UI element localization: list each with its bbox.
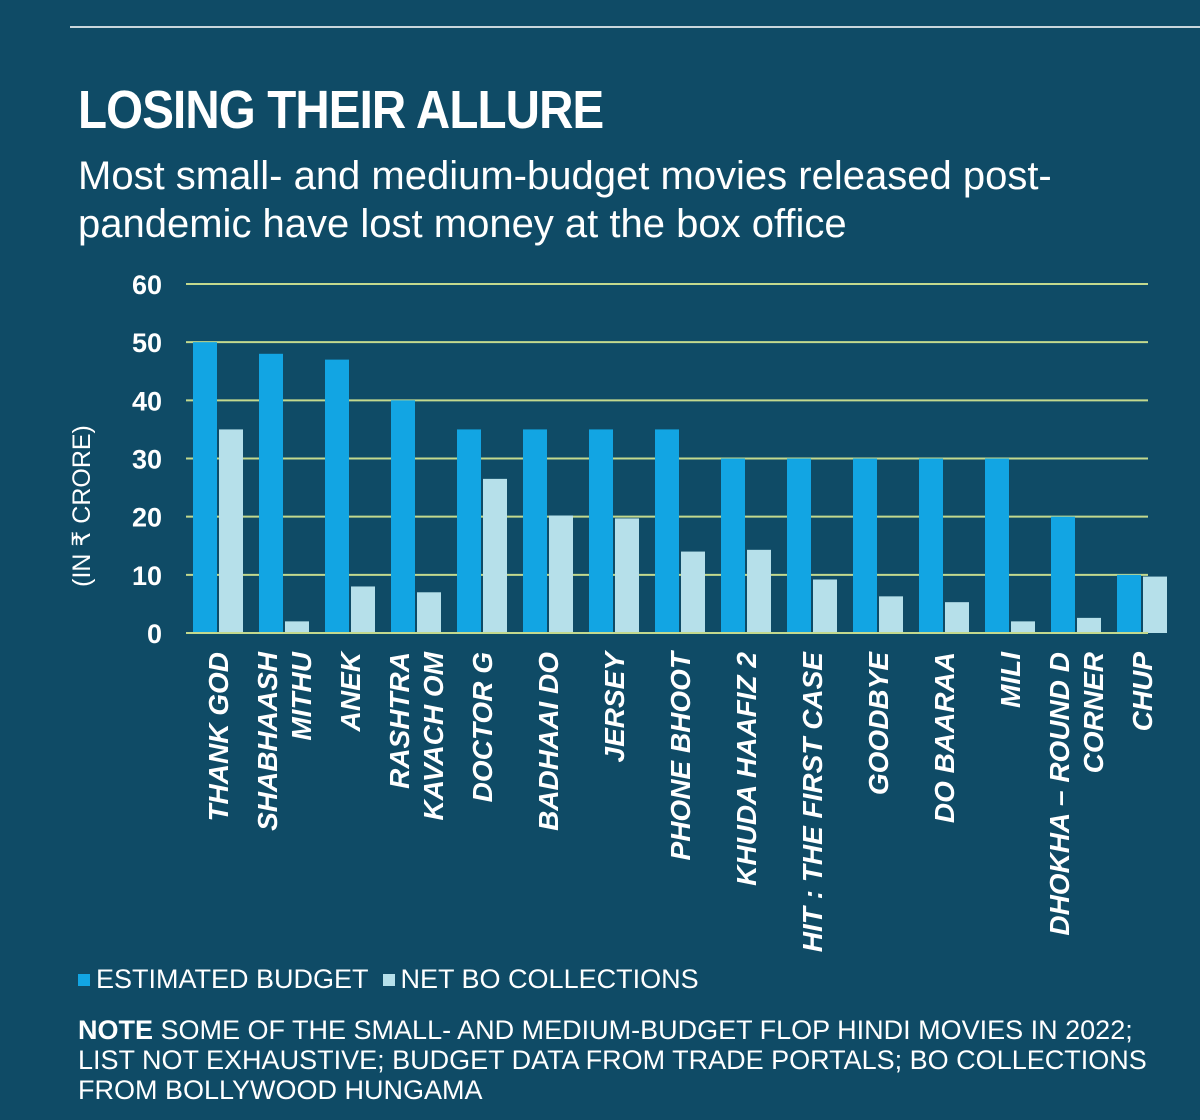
y-tick-label: 10 (132, 561, 162, 591)
bar-collections (417, 592, 441, 633)
x-tick-label: CHUP (1127, 652, 1158, 732)
y-tick-label: 20 (132, 503, 162, 533)
x-tick-label: PHONE BHOOT (665, 649, 696, 860)
x-tick-label: KAVACH OM (418, 651, 449, 820)
category-label-group: DO BAARAA (929, 652, 960, 823)
x-tick-label: THANK GOD (203, 652, 234, 822)
category-label-group: JERSEY (599, 650, 630, 763)
bar-budget (655, 429, 679, 633)
x-tick-label: CORNER (1078, 651, 1109, 773)
bar-budget (523, 429, 547, 633)
category-label-group: MILI (995, 651, 1026, 708)
bar-collections (813, 579, 837, 633)
x-tick-label: HIT : THE FIRST CASE (797, 651, 828, 953)
bar-collections (549, 515, 573, 633)
legend-swatch-budget (78, 973, 90, 986)
legend-item-collections: NET BO COLLECTIONS (382, 964, 699, 995)
y-tick-label: 0 (147, 619, 162, 649)
legend: ESTIMATED BUDGET NET BO COLLECTIONS (78, 964, 713, 995)
category-label-group: DOCTOR G (467, 652, 498, 802)
bar-collections (747, 549, 771, 633)
x-tick-label: GOODBYE (863, 651, 894, 795)
y-tick-label: 40 (132, 386, 162, 416)
x-tick-label: DHOKHA – ROUND D (1044, 652, 1075, 936)
bar-collections (615, 518, 639, 633)
bar-collections (1143, 576, 1167, 633)
x-tick-label: SHABHAASH (252, 651, 283, 831)
x-tick-label: MILI (995, 651, 1026, 708)
bar-budget (259, 353, 283, 633)
y-tick-label: 60 (132, 270, 162, 300)
bar-budget (457, 429, 481, 633)
bar-collections (1077, 617, 1101, 633)
y-tick-label: 30 (132, 445, 162, 475)
category-label-group: PHONE BHOOT (665, 649, 696, 860)
bar-budget (193, 342, 217, 633)
x-tick-label: BADHAAI DO (533, 652, 564, 831)
x-tick-label: RASHTRA (384, 652, 415, 789)
category-label-group: CHUP (1127, 652, 1158, 732)
bar-collections (483, 478, 507, 633)
bar-collections (285, 621, 309, 633)
x-tick-label: DO BAARAA (929, 652, 960, 823)
bar-collections (945, 602, 969, 633)
bar-collections (351, 586, 375, 633)
bar-collections (879, 596, 903, 633)
top-rule (70, 26, 1200, 28)
note-label: NOTE (78, 1015, 154, 1045)
category-label-group: SHABHAASH MITHU (252, 651, 317, 831)
bar-budget (721, 458, 745, 633)
category-label-group: GOODBYE (863, 651, 894, 795)
category-label-group: RASHTRA KAVACH OM (384, 651, 449, 820)
note-text: SOME OF THE SMALL- AND MEDIUM-BUDGET FLO… (78, 1015, 1147, 1105)
category-label-group: BADHAAI DO (533, 652, 564, 831)
category-label-group: DHOKHA – ROUND D CORNER (1044, 651, 1109, 935)
bar-chart: 0 10 20 30 40 50 60 (IN ₹ CRORE) THANK GOD SHABHA… (68, 270, 1167, 953)
bar-collections (219, 429, 243, 633)
bar-budget (325, 359, 349, 633)
y-tick-label: 50 (132, 328, 162, 358)
x-tick-label: KHUDA HAAFIZ 2 (731, 652, 762, 886)
bar-budget (853, 458, 877, 633)
bar-budget (391, 400, 415, 633)
category-label-group: ANEK (335, 650, 366, 732)
y-axis-label: (IN ₹ CRORE) (68, 425, 96, 587)
legend-item-budget: ESTIMATED BUDGET (78, 964, 369, 995)
bar-budget (1051, 516, 1075, 633)
category-label-group: HIT : THE FIRST CASE (797, 651, 828, 953)
x-tick-label: JERSEY (599, 650, 630, 763)
category-label-group: THANK GOD (203, 652, 234, 822)
bar-budget (985, 458, 1009, 633)
legend-swatch-collections (382, 973, 395, 986)
bar-budget (919, 458, 943, 633)
x-tick-label: MITHU (286, 651, 317, 740)
x-tick-label: DOCTOR G (467, 652, 498, 802)
legend-label-collections: NET BO COLLECTIONS (400, 964, 699, 994)
bar-collections (681, 551, 705, 633)
chart-title: LOSING THEIR ALLURE (78, 80, 604, 140)
bar-collections (1011, 621, 1035, 633)
chart-subtitle: Most small- and medium-budget movies rel… (78, 154, 1052, 246)
category-label-group: KHUDA HAAFIZ 2 (731, 652, 762, 886)
legend-label-budget: ESTIMATED BUDGET (96, 964, 369, 994)
bar-budget (589, 429, 613, 633)
bar-budget (787, 458, 811, 633)
footnote: NOTE SOME OF THE SMALL- AND MEDIUM-BUDGE… (78, 1015, 1188, 1105)
x-tick-label: ANEK (335, 650, 366, 732)
bar-budget (1117, 574, 1141, 633)
